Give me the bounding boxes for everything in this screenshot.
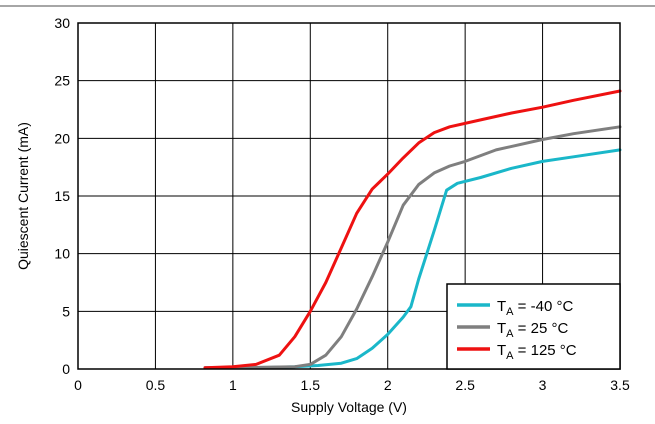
legend-label-subscript: A — [506, 350, 514, 362]
legend-label-main: T — [497, 342, 506, 359]
x-tick-label: 0.5 — [146, 377, 166, 393]
x-tick-label: 2.5 — [455, 377, 475, 393]
x-tick-label: 0 — [74, 377, 82, 393]
y-tick-label: 0 — [62, 361, 70, 377]
x-tick-label: 1.5 — [301, 377, 321, 393]
legend-label-2: TA = 125 °C — [497, 342, 577, 362]
series-line-2 — [203, 89, 622, 370]
legend-label-subscript: A — [506, 306, 514, 318]
y-tick-label: 30 — [54, 15, 70, 31]
legend-label-main: T — [497, 320, 506, 337]
legend-label-rest: = 125 °C — [514, 342, 577, 359]
plot-area-border — [77, 22, 621, 370]
x-tick-label: 3.5 — [610, 377, 630, 393]
legend-label-subscript: A — [506, 328, 514, 340]
y-axis-label: Quiescent Current (mA) — [15, 122, 31, 270]
y-axis-tick-labels: 0 5 10 15 20 25 30 — [54, 15, 70, 377]
legend: TA = -40 °CTA = 25 °CTA = 125 °C — [446, 283, 621, 370]
legend-label-rest: = -40 °C — [514, 298, 574, 315]
y-tick-label: 10 — [54, 246, 70, 262]
legend-label-rest: = 25 °C — [514, 320, 569, 337]
x-tick-label: 1 — [229, 377, 237, 393]
grid-lines — [77, 22, 621, 370]
y-tick-label: 15 — [54, 188, 70, 204]
x-tick-label: 2 — [384, 377, 392, 393]
x-axis-tick-labels: 0 0.5 1 1.5 2 2.5 3 3.5 — [74, 377, 630, 393]
x-axis-label: Supply Voltage (V) — [291, 399, 407, 415]
y-tick-label: 20 — [54, 130, 70, 146]
series-line-1 — [203, 125, 622, 370]
x-tick-label: 3 — [539, 377, 547, 393]
legend-label-0: TA = -40 °C — [497, 298, 573, 318]
y-tick-label: 25 — [54, 73, 70, 89]
legend-label-main: T — [497, 298, 506, 315]
legend-label-1: TA = 25 °C — [497, 320, 568, 340]
data-series — [203, 89, 622, 370]
y-tick-label: 5 — [62, 303, 70, 319]
